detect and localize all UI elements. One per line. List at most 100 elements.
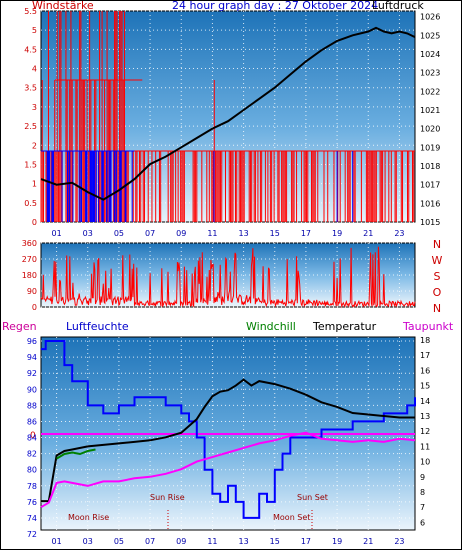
windchill-label: Windchill: [246, 320, 296, 333]
wind-tick-label: 1: [32, 180, 37, 189]
hour-tick-label: 13: [238, 229, 248, 238]
sun-rise-label: Sun Rise: [150, 493, 185, 502]
panel3-x-axis-ticks: 01 03 05 07 09 11 13 15 17 19 21 23: [51, 537, 404, 546]
panel1-x-axis-ticks: 01 03 05 07 09 11 13 15 17 19 21 23: [51, 229, 404, 238]
humidity-tick-label: 82: [27, 450, 37, 459]
wind-tick-label: 5.5: [24, 7, 37, 16]
pressure-tick-label: 1025: [420, 31, 440, 40]
temperature-tick-label: 6: [420, 518, 425, 527]
hour-tick-label: 15: [270, 537, 280, 546]
wind-tick-label: 2: [32, 141, 37, 150]
pressure-tick-label: 1015: [420, 218, 440, 227]
chart-title: 24 hour graph day : 27 Oktober 2024: [172, 0, 378, 12]
temperature-tick-label: 11: [420, 442, 430, 451]
temperature-tick-label: 9: [420, 473, 425, 482]
temperature-tick-label: 8: [420, 488, 425, 497]
pressure-tick-label: 1018: [420, 162, 440, 171]
wind-tick-label: 5: [32, 26, 37, 35]
hour-tick-label: 17: [301, 229, 311, 238]
humidity-tick-label: 88: [27, 401, 37, 410]
temperature-tick-label: 18: [420, 336, 430, 345]
humidity-tick-label: 80: [27, 466, 37, 475]
humidity-tick-label: 96: [27, 337, 37, 346]
hour-tick-label: 11: [207, 229, 217, 238]
temperature-tick-label: 14: [420, 397, 430, 406]
humidity-line: [41, 340, 416, 519]
hour-tick-label: 03: [83, 537, 93, 546]
humidity-label: Luftfeuchte: [66, 320, 129, 333]
temperature-label: Temperatur: [312, 320, 377, 333]
hour-tick-label: 21: [363, 229, 373, 238]
compass-letter: S: [434, 270, 441, 283]
hour-tick-label: 19: [332, 537, 342, 546]
wind-axis-label: Windstärke: [32, 0, 94, 12]
dewpoint-label: Taupunkt: [402, 320, 454, 333]
pressure-tick-label: 1026: [420, 13, 440, 22]
hour-tick-label: 09: [176, 537, 186, 546]
humidity-tick-label: 94: [27, 353, 37, 362]
compass-letter: N: [433, 302, 441, 315]
wind-tick-label: 4: [32, 65, 37, 74]
wind-speed-blue-bars: [41, 150, 354, 222]
humidity-tick-label: 74: [27, 514, 37, 523]
temperature-line: [41, 378, 415, 503]
rain-label: Regen: [2, 320, 37, 333]
wind-direction-line: [40, 246, 416, 309]
dewpoint-line: [40, 431, 416, 509]
hour-tick-label: 21: [363, 537, 373, 546]
humidity-tick-label: 72: [27, 530, 37, 539]
hour-tick-label: 17: [301, 537, 311, 546]
temperature-tick-label: 15: [420, 382, 430, 391]
hour-tick-label: 07: [145, 537, 155, 546]
temperature-tick-label: 16: [420, 366, 430, 375]
hour-tick-label: 11: [207, 537, 217, 546]
temperature-tick-label: 17: [420, 351, 430, 360]
temperature-tick-label: 13: [420, 412, 430, 421]
temperature-tick-label: 7: [420, 503, 425, 512]
wind-tick-label: 3: [32, 103, 37, 112]
hour-tick-label: 13: [238, 537, 248, 546]
pressure-tick-label: 1020: [420, 125, 440, 134]
hour-tick-label: 01: [51, 537, 61, 546]
hour-tick-label: 23: [394, 537, 404, 546]
compass-letter: W: [432, 254, 443, 267]
temperature-tick-label: 12: [420, 427, 430, 436]
pressure-tick-label: 1022: [420, 87, 440, 96]
hour-tick-label: 15: [270, 229, 280, 238]
pressure-tick-label: 1019: [420, 143, 440, 152]
windchill-line: [56, 448, 96, 460]
sun-set-label: Sun Set: [297, 493, 328, 502]
hour-tick-label: 07: [145, 229, 155, 238]
wind-direction-plot-area: [40, 242, 416, 308]
humidity-tick-label: 84: [27, 434, 37, 443]
humidity-tick-label: 78: [27, 482, 37, 491]
pressure-axis-label: Luftdruck: [372, 0, 424, 12]
humidity-tick-label: 86: [27, 417, 37, 426]
humidity-left-axis-ticks: 72 74 76 78 80 82 84 86 88 90 92 94 96: [27, 337, 37, 539]
wind-left-axis-ticks: 0 0.5 1 1.5 2 2.5 3 3.5 4 4.5 5 5.5: [24, 7, 37, 227]
moon-set-label: Moon Set: [273, 513, 310, 522]
direction-tick-label: 270: [22, 255, 37, 264]
temperature-tick-label: 10: [420, 458, 430, 467]
hour-tick-label: 05: [114, 229, 124, 238]
pressure-tick-label: 1021: [420, 106, 440, 115]
wind-tick-label: 2.5: [24, 122, 37, 131]
pressure-line: [40, 26, 416, 201]
humidity-tick-label: 92: [27, 369, 37, 378]
humidity-tick-label: 90: [27, 385, 37, 394]
compass-letter: O: [433, 286, 442, 299]
hour-tick-label: 05: [114, 537, 124, 546]
rain-value-label: 0: [30, 431, 36, 441]
wind-tick-label: 3.5: [24, 84, 37, 93]
moon-rise-label: Moon Rise: [68, 513, 109, 522]
hour-tick-label: 01: [51, 229, 61, 238]
hour-tick-label: 03: [83, 229, 93, 238]
humidity-tick-label: 76: [27, 498, 37, 507]
pressure-right-axis-ticks: 1015 1016 1017 1018 1019 1020 1021 1022 1023 1024…: [420, 13, 440, 227]
wind-pressure-plot-area: [40, 10, 416, 223]
direction-tick-label: 360: [22, 239, 37, 248]
direction-tick-label: 180: [22, 271, 37, 280]
hour-tick-label: 23: [394, 229, 404, 238]
